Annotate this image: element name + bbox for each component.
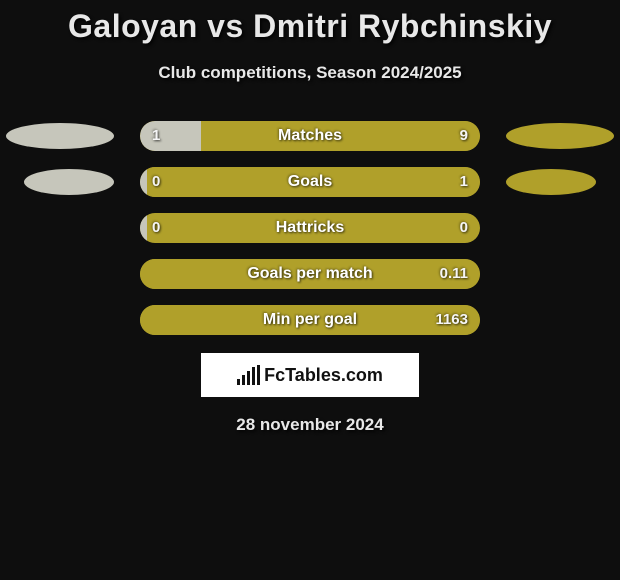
stat-bar: 0 Hattricks 0 [140,213,480,243]
stat-bar: Min per goal 1163 [140,305,480,335]
stat-label: Hattricks [140,213,480,243]
logo-text: FcTables.com [264,365,383,386]
stat-value-right: 9 [460,121,468,151]
player1-ellipse [6,123,114,149]
player2-ellipse [506,123,614,149]
stat-label: Min per goal [140,305,480,335]
stat-row-matches: 1 Matches 9 [0,121,620,151]
comparison-infographic: Galoyan vs Dmitri Rybchinskiy Club compe… [0,0,620,435]
stat-bar: 0 Goals 1 [140,167,480,197]
stat-label: Goals per match [140,259,480,289]
stat-row-min-per-goal: Min per goal 1163 [0,305,620,335]
player2-ellipse [506,169,596,195]
stat-value-right: 0 [460,213,468,243]
stats-list: 1 Matches 9 0 Goals 1 0 Hattricks [0,121,620,335]
stat-value-right: 1 [460,167,468,197]
stat-value-right: 0.11 [440,259,468,289]
stat-bar: Goals per match 0.11 [140,259,480,289]
stat-bar: 1 Matches 9 [140,121,480,151]
subtitle: Club competitions, Season 2024/2025 [0,63,620,83]
page-title: Galoyan vs Dmitri Rybchinskiy [0,0,620,45]
stat-label: Matches [140,121,480,151]
stat-row-goals: 0 Goals 1 [0,167,620,197]
stat-row-goals-per-match: Goals per match 0.11 [0,259,620,289]
stat-label: Goals [140,167,480,197]
chart-icon [237,365,260,385]
player1-ellipse [24,169,114,195]
stat-value-right: 1163 [435,305,468,335]
date-label: 28 november 2024 [0,415,620,435]
stat-row-hattricks: 0 Hattricks 0 [0,213,620,243]
fctables-logo: FcTables.com [201,353,419,397]
